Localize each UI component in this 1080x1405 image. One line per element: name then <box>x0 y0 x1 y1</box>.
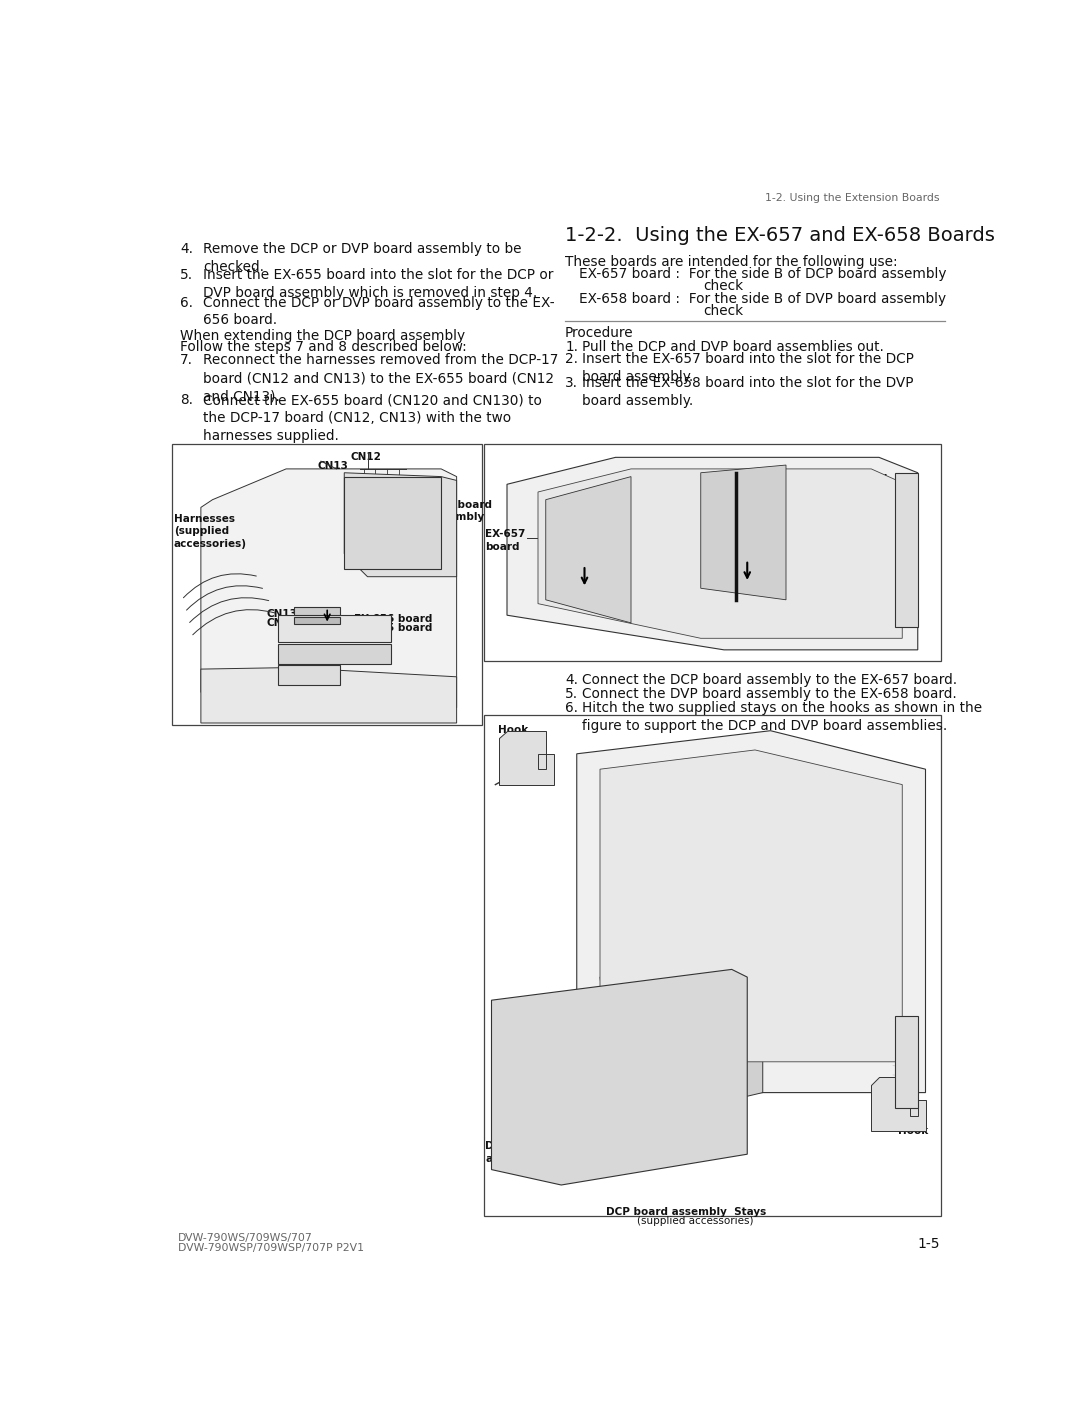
Bar <box>894 1016 918 1109</box>
Text: Hitch the two supplied stays on the hooks as shown in the
figure to support the : Hitch the two supplied stays on the hook… <box>582 701 983 732</box>
Bar <box>894 472 918 627</box>
Text: Harnesses
(supplied
accessories): Harnesses (supplied accessories) <box>174 514 246 549</box>
Text: EX-657
board: EX-657 board <box>485 528 526 552</box>
Text: EX-658 board :  For the side B of DVP board assembly: EX-658 board : For the side B of DVP boa… <box>579 292 946 306</box>
Text: Connect the DCP board assembly to the EX-657 board.: Connect the DCP board assembly to the EX… <box>582 673 957 687</box>
Text: CN13: CN13 <box>318 461 348 471</box>
Text: 8.: 8. <box>180 393 193 407</box>
Text: Connect the EX-655 board (CN120 and CN130) to
the DCP-17 board (CN12, CN13) with: Connect the EX-655 board (CN120 and CN13… <box>203 393 542 443</box>
Text: Procedure: Procedure <box>565 326 634 340</box>
Text: DVW-790WS/709WS/707: DVW-790WS/709WS/707 <box>177 1232 312 1243</box>
Text: Pull the DCP and DVP board assemblies out.: Pull the DCP and DVP board assemblies ou… <box>582 340 885 354</box>
Text: EX-655 board: EX-655 board <box>354 622 433 632</box>
Bar <box>279 665 340 684</box>
Text: EX-657 board :  For the side B of DCP board assembly: EX-657 board : For the side B of DCP boa… <box>579 267 946 281</box>
Bar <box>484 444 941 662</box>
Text: 1-2-2.  Using the EX-657 and EX-658 Boards: 1-2-2. Using the EX-657 and EX-658 Board… <box>565 226 995 246</box>
Text: 5.: 5. <box>180 268 193 282</box>
Polygon shape <box>201 667 457 724</box>
Text: DCP board assembly  Stays: DCP board assembly Stays <box>606 1207 767 1217</box>
Bar <box>172 444 482 725</box>
Bar <box>294 607 340 615</box>
Polygon shape <box>600 750 902 1062</box>
Polygon shape <box>499 731 554 784</box>
Text: (supplied accessories): (supplied accessories) <box>637 1215 754 1225</box>
Bar <box>279 645 391 663</box>
Text: DCP board
assembly: DCP board assembly <box>430 500 491 523</box>
Text: 4.: 4. <box>565 673 578 687</box>
Bar <box>345 476 441 569</box>
Text: Hook: Hook <box>498 725 528 735</box>
Text: DVP board
assembly: DVP board assembly <box>485 1141 548 1163</box>
Polygon shape <box>600 958 762 1124</box>
Polygon shape <box>491 969 747 1184</box>
Text: 2.: 2. <box>565 351 578 365</box>
Text: CN120: CN120 <box>267 618 305 628</box>
Text: 6.: 6. <box>565 701 578 715</box>
Text: 1.: 1. <box>565 340 578 354</box>
Polygon shape <box>577 731 926 1093</box>
Bar <box>294 617 340 624</box>
Text: Follow the steps 7 and 8 described below:: Follow the steps 7 and 8 described below… <box>180 340 467 354</box>
Text: EX-656 board: EX-656 board <box>354 614 433 624</box>
Text: Insert the EX-658 board into the slot for the DVP
board assembly.: Insert the EX-658 board into the slot fo… <box>582 377 914 409</box>
Text: check: check <box>703 303 743 318</box>
Text: These boards are intended for the following use:: These boards are intended for the follow… <box>565 254 897 268</box>
Bar <box>484 715 941 1215</box>
Text: Hook: Hook <box>899 1125 929 1135</box>
Text: CN12: CN12 <box>350 452 381 462</box>
Text: Connect the DCP or DVP board assembly to the EX-
656 board.: Connect the DCP or DVP board assembly to… <box>203 295 555 327</box>
Text: 1-5: 1-5 <box>917 1238 940 1252</box>
Text: 4.: 4. <box>180 242 193 256</box>
Polygon shape <box>701 465 786 600</box>
Text: Remove the DCP or DVP board assembly to be
checked.: Remove the DCP or DVP board assembly to … <box>203 242 522 274</box>
Polygon shape <box>545 476 631 622</box>
Polygon shape <box>507 458 918 651</box>
Text: Insert the EX-655 board into the slot for the DCP or
DVP board assembly which is: Insert the EX-655 board into the slot fo… <box>203 268 554 299</box>
Text: CN12: CN12 <box>291 667 321 677</box>
Text: EX-658 board: EX-658 board <box>809 473 888 483</box>
Polygon shape <box>538 469 902 638</box>
Text: When extending the DCP board assembly: When extending the DCP board assembly <box>180 329 465 343</box>
Text: Reconnect the harnesses removed from the DCP-17
board (CN12 and CN13) to the EX-: Reconnect the harnesses removed from the… <box>203 354 558 403</box>
Bar <box>279 615 391 642</box>
Text: 3.: 3. <box>565 377 578 391</box>
Polygon shape <box>201 469 457 708</box>
Text: 5.: 5. <box>565 687 578 701</box>
Polygon shape <box>345 472 457 576</box>
Text: 1-2. Using the Extension Boards: 1-2. Using the Extension Boards <box>765 194 940 204</box>
Text: CN13: CN13 <box>287 677 318 687</box>
Text: 6.: 6. <box>180 295 193 309</box>
Text: Insert the EX-657 board into the slot for the DCP
board assembly.: Insert the EX-657 board into the slot fo… <box>582 351 914 384</box>
Text: Connect the DVP board assembly to the EX-658 board.: Connect the DVP board assembly to the EX… <box>582 687 957 701</box>
Text: CN130: CN130 <box>267 608 305 620</box>
Text: DVW-790WSP/709WSP/707P P2V1: DVW-790WSP/709WSP/707P P2V1 <box>177 1243 364 1253</box>
Text: 7.: 7. <box>180 354 193 367</box>
Text: check: check <box>703 280 743 294</box>
Polygon shape <box>872 1078 926 1131</box>
